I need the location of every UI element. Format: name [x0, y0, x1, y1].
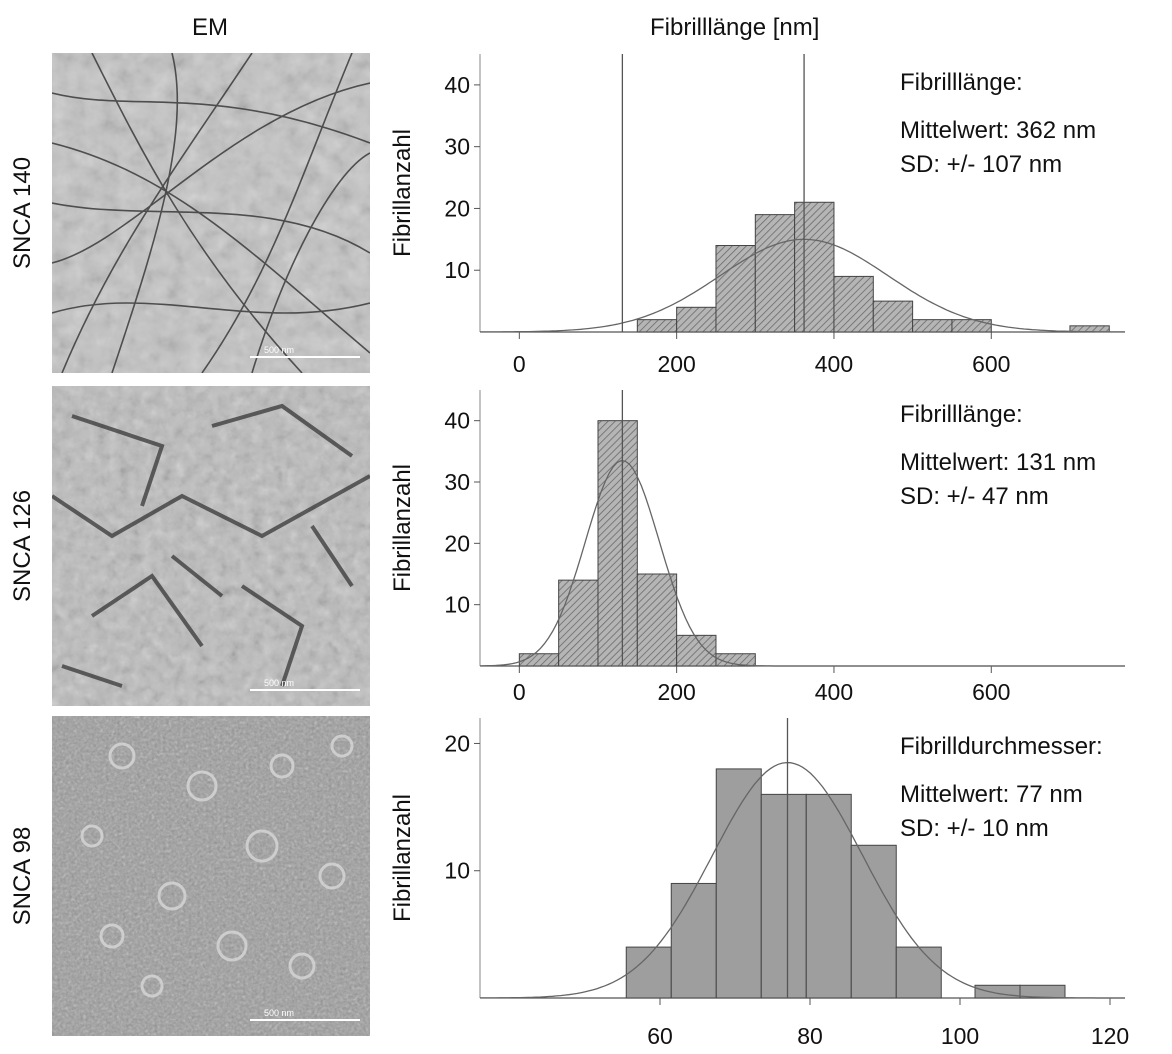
histogram-snca98: 10 20 60 80 100 120 Fibrillanzahl Fibrilldurchm… [389, 718, 1129, 1049]
histogram-bar [715, 768, 762, 999]
annotation-line: Mittelwert: 77 nm [900, 781, 1083, 808]
em-micrograph-snca126: 500 nm [52, 386, 370, 706]
normal-curve [480, 238, 1125, 333]
annotation-line: Mittelwert: 362 nm [900, 117, 1096, 144]
normal-curve [479, 460, 1125, 667]
histogram-bar [850, 844, 897, 999]
em-image-snca126: 500 nm [52, 386, 370, 706]
histogram-bar [754, 214, 796, 333]
x-tick-label: 80 [797, 1023, 823, 1049]
scale-bar-label: 500 nm [264, 345, 294, 355]
em-image-snca98: 500 nm [52, 716, 370, 1036]
y-tick-label: 10 [444, 257, 470, 283]
fibril-length-column-header: Fibrilllänge [nm] [650, 14, 820, 41]
row-label-snca126: SNCA 126 [9, 489, 36, 602]
annotation-title: Fibrilllänge: [900, 69, 1023, 96]
histogram-bar [895, 946, 942, 999]
histogram-bar [912, 319, 953, 333]
y-axis-label: Fibrillanzahl [389, 464, 416, 592]
histogram-bar [715, 245, 756, 333]
histogram-bar [636, 573, 678, 667]
y-tick-label: 20 [444, 730, 470, 756]
histogram-bar [715, 653, 756, 667]
histogram-bar [670, 882, 717, 999]
annotation-line: SD: +/- 107 nm [900, 151, 1062, 178]
x-tick-label: 600 [972, 351, 1010, 377]
y-tick-label: 20 [444, 530, 470, 556]
annotation-line: SD: +/- 47 nm [900, 483, 1049, 510]
y-tick-label: 30 [444, 469, 470, 495]
y-tick-label: 30 [444, 134, 470, 160]
histogram-bar [597, 420, 638, 667]
y-tick-label: 20 [444, 195, 470, 221]
scale-bar-label: 500 nm [264, 1008, 294, 1018]
y-tick-label: 10 [444, 858, 470, 884]
x-tick-label: 100 [941, 1023, 979, 1049]
histogram-bar [676, 634, 717, 667]
x-tick-label: 600 [972, 679, 1010, 705]
x-tick-label: 400 [815, 679, 853, 705]
x-tick-label: 200 [657, 679, 695, 705]
x-tick-label: 0 [513, 679, 526, 705]
y-axis-label: Fibrillanzahl [389, 129, 416, 257]
em-column-header: EM [192, 14, 228, 41]
annotation-title: Fibrilldurchmesser: [900, 733, 1103, 760]
em-micrograph-snca140: 500 nm [52, 53, 370, 373]
histogram-bar [794, 201, 835, 333]
x-tick-label: 60 [647, 1023, 673, 1049]
em-micrograph-snca98: 500 nm [52, 716, 370, 1036]
histogram-bar [872, 300, 914, 333]
y-tick-label: 40 [444, 72, 470, 98]
y-axis-label: Fibrillanzahl [389, 794, 416, 922]
row-label-snca98: SNCA 98 [9, 826, 36, 926]
x-tick-label: 400 [815, 351, 853, 377]
x-tick-label: 200 [657, 351, 695, 377]
x-tick-label: 0 [513, 351, 526, 377]
histogram-bar [558, 579, 599, 667]
histogram-bar [805, 793, 852, 999]
annotation-title: Fibrilllänge: [900, 401, 1023, 428]
histogram-bar [676, 306, 717, 333]
histogram-bar [760, 793, 807, 999]
scale-bar-label: 500 nm [264, 678, 294, 688]
histogram-bar [833, 275, 874, 333]
y-tick-label: 10 [444, 592, 470, 618]
annotation-line: Mittelwert: 131 nm [900, 449, 1096, 476]
x-tick-label: 120 [1091, 1023, 1129, 1049]
histogram-bar [951, 319, 992, 333]
histogram-bar [974, 984, 1021, 999]
y-tick-label: 40 [444, 408, 470, 434]
em-image-snca140: 500 nm [52, 53, 370, 373]
histogram-bar [636, 319, 678, 333]
normal-curve [480, 761, 1125, 999]
row-label-snca140: SNCA 140 [9, 156, 36, 269]
histogram-bar [1019, 984, 1066, 999]
annotation-line: SD: +/- 10 nm [900, 815, 1049, 842]
